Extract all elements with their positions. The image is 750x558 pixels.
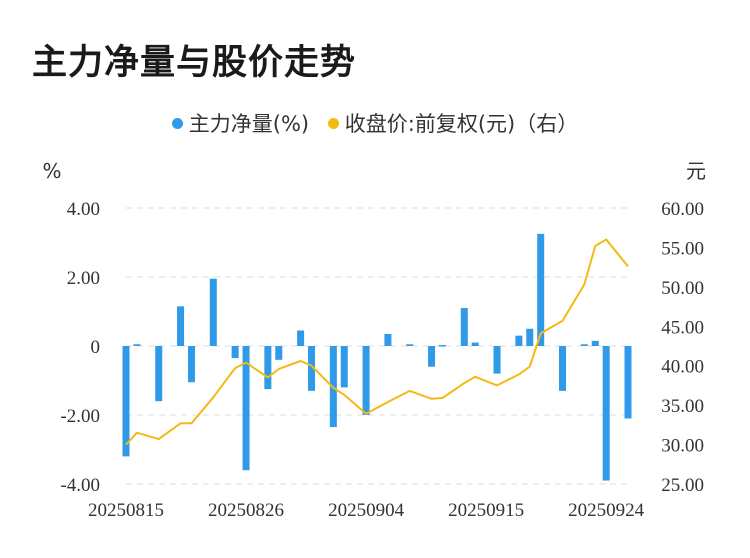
legend-item-net-flow[interactable]: 主力净量(%)	[171, 108, 310, 138]
left-tick-label: -4.00	[60, 475, 100, 496]
left-axis-unit: %	[42, 159, 61, 183]
right-tick-label: 40.00	[661, 357, 704, 378]
net-flow-bar	[591, 340, 599, 346]
net-flow-bar	[209, 278, 217, 346]
legend-dot-close-price	[327, 117, 339, 129]
net-flow-bar	[384, 333, 392, 346]
left-tick-label: 4.00	[67, 199, 100, 220]
right-tick-label: 60.00	[661, 199, 704, 220]
net-flow-bar	[471, 342, 479, 346]
legend: 主力净量(%) 收盘价:前复权(元)（右）	[0, 108, 750, 138]
close-price-line	[125, 238, 629, 446]
net-flow-bar	[460, 308, 468, 346]
net-flow-bar	[362, 346, 370, 415]
left-tick-label: 0	[91, 337, 101, 358]
net-flow-bar	[537, 233, 545, 346]
net-flow-bar	[602, 346, 610, 481]
legend-dot-net-flow	[171, 117, 183, 129]
net-flow-bar	[187, 346, 195, 383]
chart-title: 主力净量与股价走势	[32, 43, 357, 83]
x-tick-label: 20250915	[448, 500, 524, 521]
net-flow-bar	[242, 346, 250, 471]
net-flow-bar	[177, 306, 185, 346]
net-flow-bar	[493, 346, 501, 374]
net-flow-bar	[624, 346, 632, 419]
net-flow-bar	[406, 344, 414, 346]
net-flow-bar	[428, 346, 436, 367]
net-flow-bar	[275, 346, 283, 360]
net-flow-bar	[122, 346, 130, 457]
net-flow-bar	[264, 346, 272, 390]
net-flow-bar	[438, 344, 446, 347]
left-tick-label: 2.00	[67, 268, 100, 289]
net-flow-bar	[155, 346, 163, 402]
x-tick-label: 20250815	[88, 500, 164, 521]
right-tick-label: 45.00	[661, 317, 704, 338]
net-flow-bar	[308, 346, 316, 391]
net-flow-bar	[231, 346, 239, 359]
right-tick-label: 35.00	[661, 396, 704, 417]
net-flow-bar	[340, 346, 348, 388]
right-tick-label: 25.00	[661, 475, 704, 496]
legend-label-close-price: 收盘价:前复权(元)（右）	[344, 112, 579, 136]
net-flow-bar	[297, 330, 305, 346]
right-tick-label: 30.00	[661, 436, 704, 457]
net-flow-bar	[515, 335, 523, 346]
right-tick-label: 50.00	[661, 278, 704, 299]
net-flow-bar	[580, 344, 588, 346]
right-tick-label: 55.00	[661, 238, 704, 259]
left-tick-label: -2.00	[60, 406, 100, 427]
net-flow-bar	[133, 344, 141, 346]
x-tick-label: 20250826	[208, 500, 284, 521]
x-tick-label: 20250904	[328, 500, 405, 521]
x-tick-label: 20250924	[568, 500, 645, 521]
net-flow-bar	[526, 328, 534, 346]
legend-item-close-price[interactable]: 收盘价:前复权(元)（右）	[327, 108, 579, 138]
right-axis-unit: 元	[686, 159, 706, 183]
net-flow-bar	[559, 346, 567, 391]
legend-label-net-flow: 主力净量(%)	[188, 112, 310, 136]
